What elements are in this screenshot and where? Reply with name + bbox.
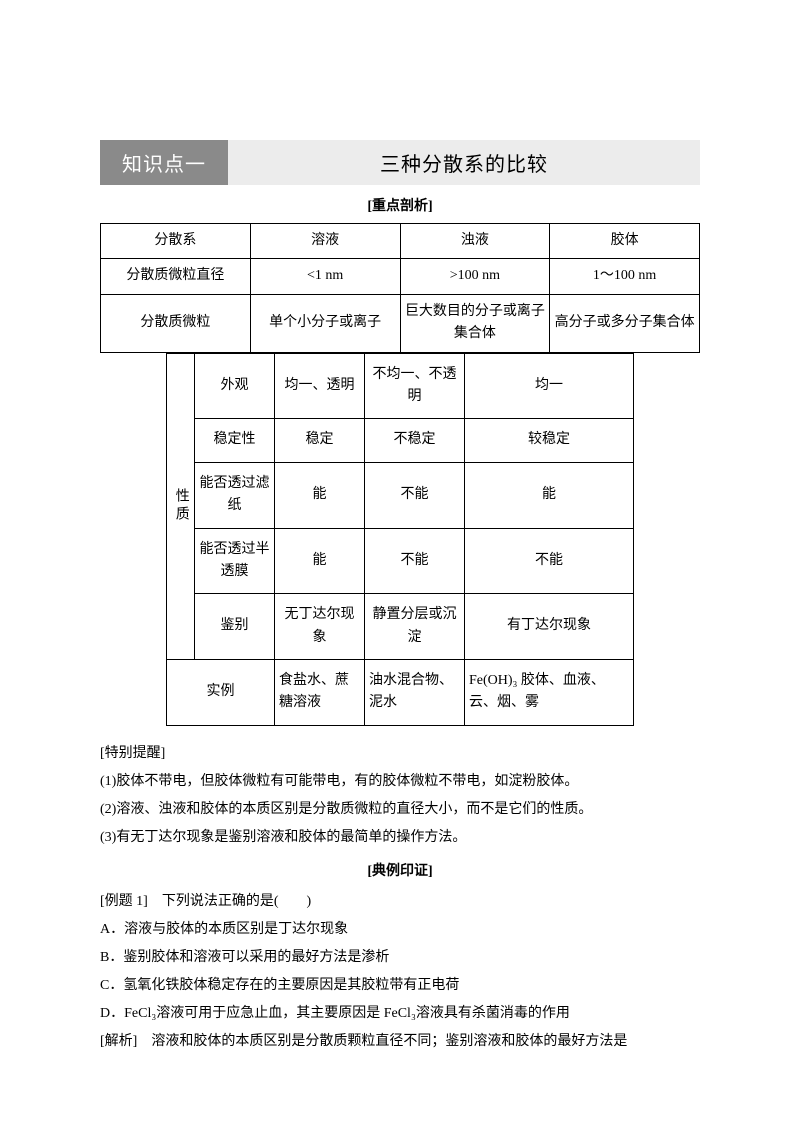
option-b: B．鉴别胶体和溶液可以采用的最好方法是渗析 (100, 944, 700, 972)
cell: 1～100 nm (550, 259, 700, 294)
cell: 无丁达尔现象 (275, 594, 365, 660)
cell: 有丁达尔现象 (465, 594, 634, 660)
note-item: (1)胶体不带电，但胶体微粒有可能带电，有的胶体微粒不带电，如淀粉胶体。 (100, 768, 700, 796)
cell: <1 nm (250, 259, 400, 294)
cell: 能 (275, 462, 365, 528)
table-row: 能否透过滤纸 能 不能 能 (167, 462, 634, 528)
section-title: 知识点一 三种分散系的比较 (100, 140, 700, 185)
cell: 食盐水、蔗糖溶液 (275, 660, 365, 726)
cell: 单个小分子或离子 (250, 294, 400, 352)
cell: 能 (465, 462, 634, 528)
cell: 静置分层或沉淀 (365, 594, 465, 660)
cell: 高分子或多分子集合体 (550, 294, 700, 352)
sub-label-example: [典例印证] (100, 860, 700, 880)
cell: 不均一、不透明 (365, 353, 465, 419)
analysis: [解析] 溶液和胶体的本质区别是分散质颗粒直径不同；鉴别溶液和胶体的最好方法是 (100, 1028, 700, 1056)
table-row: 稳定性 稳定 不稳定 较稳定 (167, 419, 634, 462)
table-row: 鉴别 无丁达尔现象 静置分层或沉淀 有丁达尔现象 (167, 594, 634, 660)
cell: 不能 (365, 528, 465, 594)
option-c: C．氢氧化铁胶体稳定存在的主要原因是其胶粒带有正电荷 (100, 972, 700, 1000)
row-group-label: 性质 (167, 353, 195, 660)
title-badge: 知识点一 (100, 140, 228, 185)
cell: 分散系 (101, 224, 251, 259)
cell: 能 (275, 528, 365, 594)
cell: 浊液 (400, 224, 550, 259)
cell: 分散质微粒 (101, 294, 251, 352)
cell: Fe(OH)₃ 胶体、血液、云、烟、雾 (465, 660, 634, 726)
notes-heading: [特别提醒] (100, 740, 700, 768)
note-item: (3)有无丁达尔现象是鉴别溶液和胶体的最简单的操作方法。 (100, 824, 700, 852)
question-stem: [例题 1] 下列说法正确的是( ) (100, 888, 700, 916)
comparison-table-2: 性质 外观 均一、透明 不均一、不透明 均一 稳定性 稳定 不稳定 较稳定 能否… (166, 353, 634, 726)
cell: 溶液 (250, 224, 400, 259)
sub-label-analysis: [重点剖析] (100, 195, 700, 215)
cell: 不稳定 (365, 419, 465, 462)
cell: 能否透过半透膜 (195, 528, 275, 594)
example-question: [例题 1] 下列说法正确的是( ) A．溶液与胶体的本质区别是丁达尔现象 B．… (100, 888, 700, 1056)
table-row: 分散质微粒直径 <1 nm >100 nm 1～100 nm (101, 259, 700, 294)
option-d: D．FeCl₃溶液可用于应急止血，其主要原因是 FeCl₃溶液具有杀菌消毒的作用 (100, 1000, 700, 1028)
note-item: (2)溶液、浊液和胶体的本质区别是分散质微粒的直径大小，而不是它们的性质。 (100, 796, 700, 824)
table-row: 性质 外观 均一、透明 不均一、不透明 均一 (167, 353, 634, 419)
table-row: 分散质微粒 单个小分子或离子 巨大数目的分子或离子集合体 高分子或多分子集合体 (101, 294, 700, 352)
cell: 不能 (365, 462, 465, 528)
cell: 不能 (465, 528, 634, 594)
cell: >100 nm (400, 259, 550, 294)
cell: 能否透过滤纸 (195, 462, 275, 528)
cell: 稳定 (275, 419, 365, 462)
cell: 稳定性 (195, 419, 275, 462)
cell: 油水混合物、泥水 (365, 660, 465, 726)
cell: 外观 (195, 353, 275, 419)
option-a: A．溶液与胶体的本质区别是丁达尔现象 (100, 916, 700, 944)
special-notes: [特别提醒] (1)胶体不带电，但胶体微粒有可能带电，有的胶体微粒不带电，如淀粉… (100, 740, 700, 852)
cell: 分散质微粒直径 (101, 259, 251, 294)
cell: 较稳定 (465, 419, 634, 462)
table-row: 实例 食盐水、蔗糖溶液 油水混合物、泥水 Fe(OH)₃ 胶体、血液、云、烟、雾 (167, 660, 634, 726)
cell: 胶体 (550, 224, 700, 259)
comparison-table-1: 分散系 溶液 浊液 胶体 分散质微粒直径 <1 nm >100 nm 1～100… (100, 223, 700, 353)
table-row: 分散系 溶液 浊液 胶体 (101, 224, 700, 259)
cell: 均一、透明 (275, 353, 365, 419)
table-row: 能否透过半透膜 能 不能 不能 (167, 528, 634, 594)
title-text: 三种分散系的比较 (228, 140, 700, 185)
cell: 巨大数目的分子或离子集合体 (400, 294, 550, 352)
cell: 实例 (167, 660, 275, 726)
cell: 鉴别 (195, 594, 275, 660)
cell: 均一 (465, 353, 634, 419)
